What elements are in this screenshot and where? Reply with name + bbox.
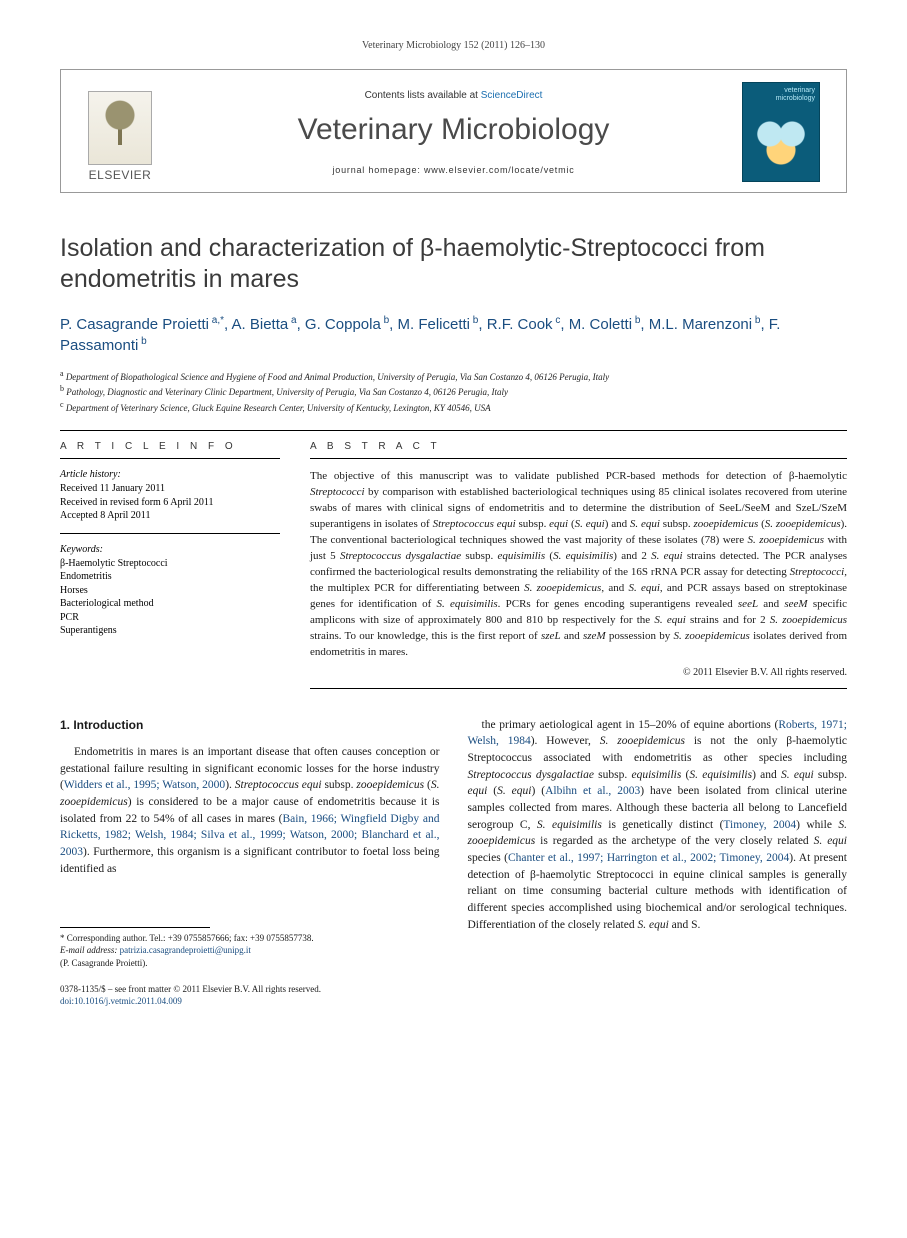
elsevier-tree-icon [88, 91, 152, 165]
aff-mark: a, [209, 315, 220, 326]
author[interactable]: P. Casagrande Proietti [60, 316, 209, 333]
homepage-url[interactable]: www.elsevier.com/locate/vetmic [424, 165, 575, 175]
affiliation-line: b Pathology, Diagnostic and Veterinary C… [60, 383, 847, 399]
intro-paragraph: Endometritis in mares is an important di… [60, 744, 440, 877]
aff-mark: b [470, 315, 478, 326]
homepage-line: journal homepage: www.elsevier.com/locat… [179, 165, 728, 175]
keyword-item: PCR [60, 611, 280, 625]
aff-mark: b [752, 315, 760, 326]
author[interactable]: M. Coletti [569, 316, 632, 333]
author[interactable]: A. Bietta [232, 316, 289, 333]
corr-mark: * [220, 315, 224, 326]
corr-email[interactable]: patrizia.casagrandeproietti@unipg.it [120, 945, 251, 955]
sciencedirect-link[interactable]: ScienceDirect [481, 90, 543, 101]
corr-line: * Corresponding author. Tel.: +39 075585… [60, 932, 440, 944]
history-item: Received in revised form 6 April 2011 [60, 496, 280, 510]
keywords-label: Keywords: [60, 544, 280, 555]
keyword-item: β-Haemolytic Streptococci [60, 557, 280, 571]
elsevier-logo: ELSEVIER [75, 82, 165, 182]
divider [60, 430, 847, 431]
masthead-center: Contents lists available at ScienceDirec… [179, 90, 728, 175]
keyword-item: Horses [60, 584, 280, 598]
article-info-column: A R T I C L E I N F O Article history: R… [60, 433, 280, 688]
keywords-block: Keywords: β-Haemolytic StreptococciEndom… [60, 544, 280, 648]
corr-name: (P. Casagrande Proietti). [60, 957, 440, 969]
masthead: ELSEVIER Contents lists available at Sci… [60, 69, 847, 193]
doi-text[interactable]: doi:10.1016/j.vetmic.2011.04.009 [60, 996, 182, 1006]
doi-line: doi:10.1016/j.vetmic.2011.04.009 [60, 995, 440, 1007]
aff-mark: b [632, 315, 640, 326]
issn-line: 0378-1135/$ – see front matter © 2011 El… [60, 983, 440, 995]
author[interactable]: R.F. Cook [487, 316, 553, 333]
abstract-heading: A B S T R A C T [310, 433, 847, 458]
affiliations: a Department of Biopathological Science … [60, 368, 847, 415]
publisher-name: ELSEVIER [89, 168, 152, 182]
info-abstract-grid: A R T I C L E I N F O Article history: R… [60, 433, 847, 688]
keyword-item: Superantigens [60, 624, 280, 638]
article-history-block: Article history: Received 11 January 201… [60, 459, 280, 534]
journal-cover-thumb: veterinary microbiology [742, 82, 820, 182]
history-label: Article history: [60, 469, 280, 480]
aff-mark: c [553, 315, 561, 326]
body-text-columns: 1. Introduction Endometritis in mares is… [60, 717, 847, 1007]
abstract-copyright: © 2011 Elsevier B.V. All rights reserved… [310, 667, 847, 678]
history-item: Received 11 January 2011 [60, 482, 280, 496]
article-title: Isolation and characterization of β-haem… [60, 233, 847, 296]
author[interactable]: M. Felicetti [398, 316, 471, 333]
divider [310, 688, 847, 689]
abstract-column: A B S T R A C T The objective of this ma… [310, 433, 847, 688]
author-list: P. Casagrande Proietti a,*, A. Bietta a,… [60, 314, 847, 356]
affiliation-line: c Department of Veterinary Science, Gluc… [60, 399, 847, 415]
contents-line: Contents lists available at ScienceDirec… [179, 90, 728, 101]
cover-title: veterinary microbiology [743, 87, 819, 102]
email-line: E-mail address: patrizia.casagrandeproie… [60, 944, 440, 956]
keyword-item: Bacteriological method [60, 597, 280, 611]
contents-prefix: Contents lists available at [365, 90, 481, 101]
email-label: E-mail address: [60, 945, 120, 955]
history-lines: Received 11 January 2011Received in revi… [60, 482, 280, 523]
intro-paragraph: the primary aetiological agent in 15–20%… [468, 717, 848, 934]
keyword-item: Endometritis [60, 570, 280, 584]
intro-heading: 1. Introduction [60, 717, 440, 734]
article-info-heading: A R T I C L E I N F O [60, 433, 280, 458]
author[interactable]: G. Coppola [305, 316, 381, 333]
homepage-label: journal homepage: [332, 165, 423, 175]
journal-name: Veterinary Microbiology [179, 113, 728, 147]
footer-separator [60, 927, 210, 928]
aff-mark: b [138, 336, 146, 347]
aff-mark: a [288, 315, 296, 326]
aff-mark: b [381, 315, 389, 326]
abstract-body: The objective of this manuscript was to … [310, 459, 847, 660]
corresponding-author-footer: * Corresponding author. Tel.: +39 075585… [60, 927, 440, 1007]
affiliation-line: a Department of Biopathological Science … [60, 368, 847, 384]
history-item: Accepted 8 April 2011 [60, 509, 280, 523]
keywords-lines: β-Haemolytic StreptococciEndometritisHor… [60, 557, 280, 638]
author[interactable]: M.L. Marenzoni [649, 316, 752, 333]
header-citation: Veterinary Microbiology 152 (2011) 126–1… [60, 40, 847, 51]
